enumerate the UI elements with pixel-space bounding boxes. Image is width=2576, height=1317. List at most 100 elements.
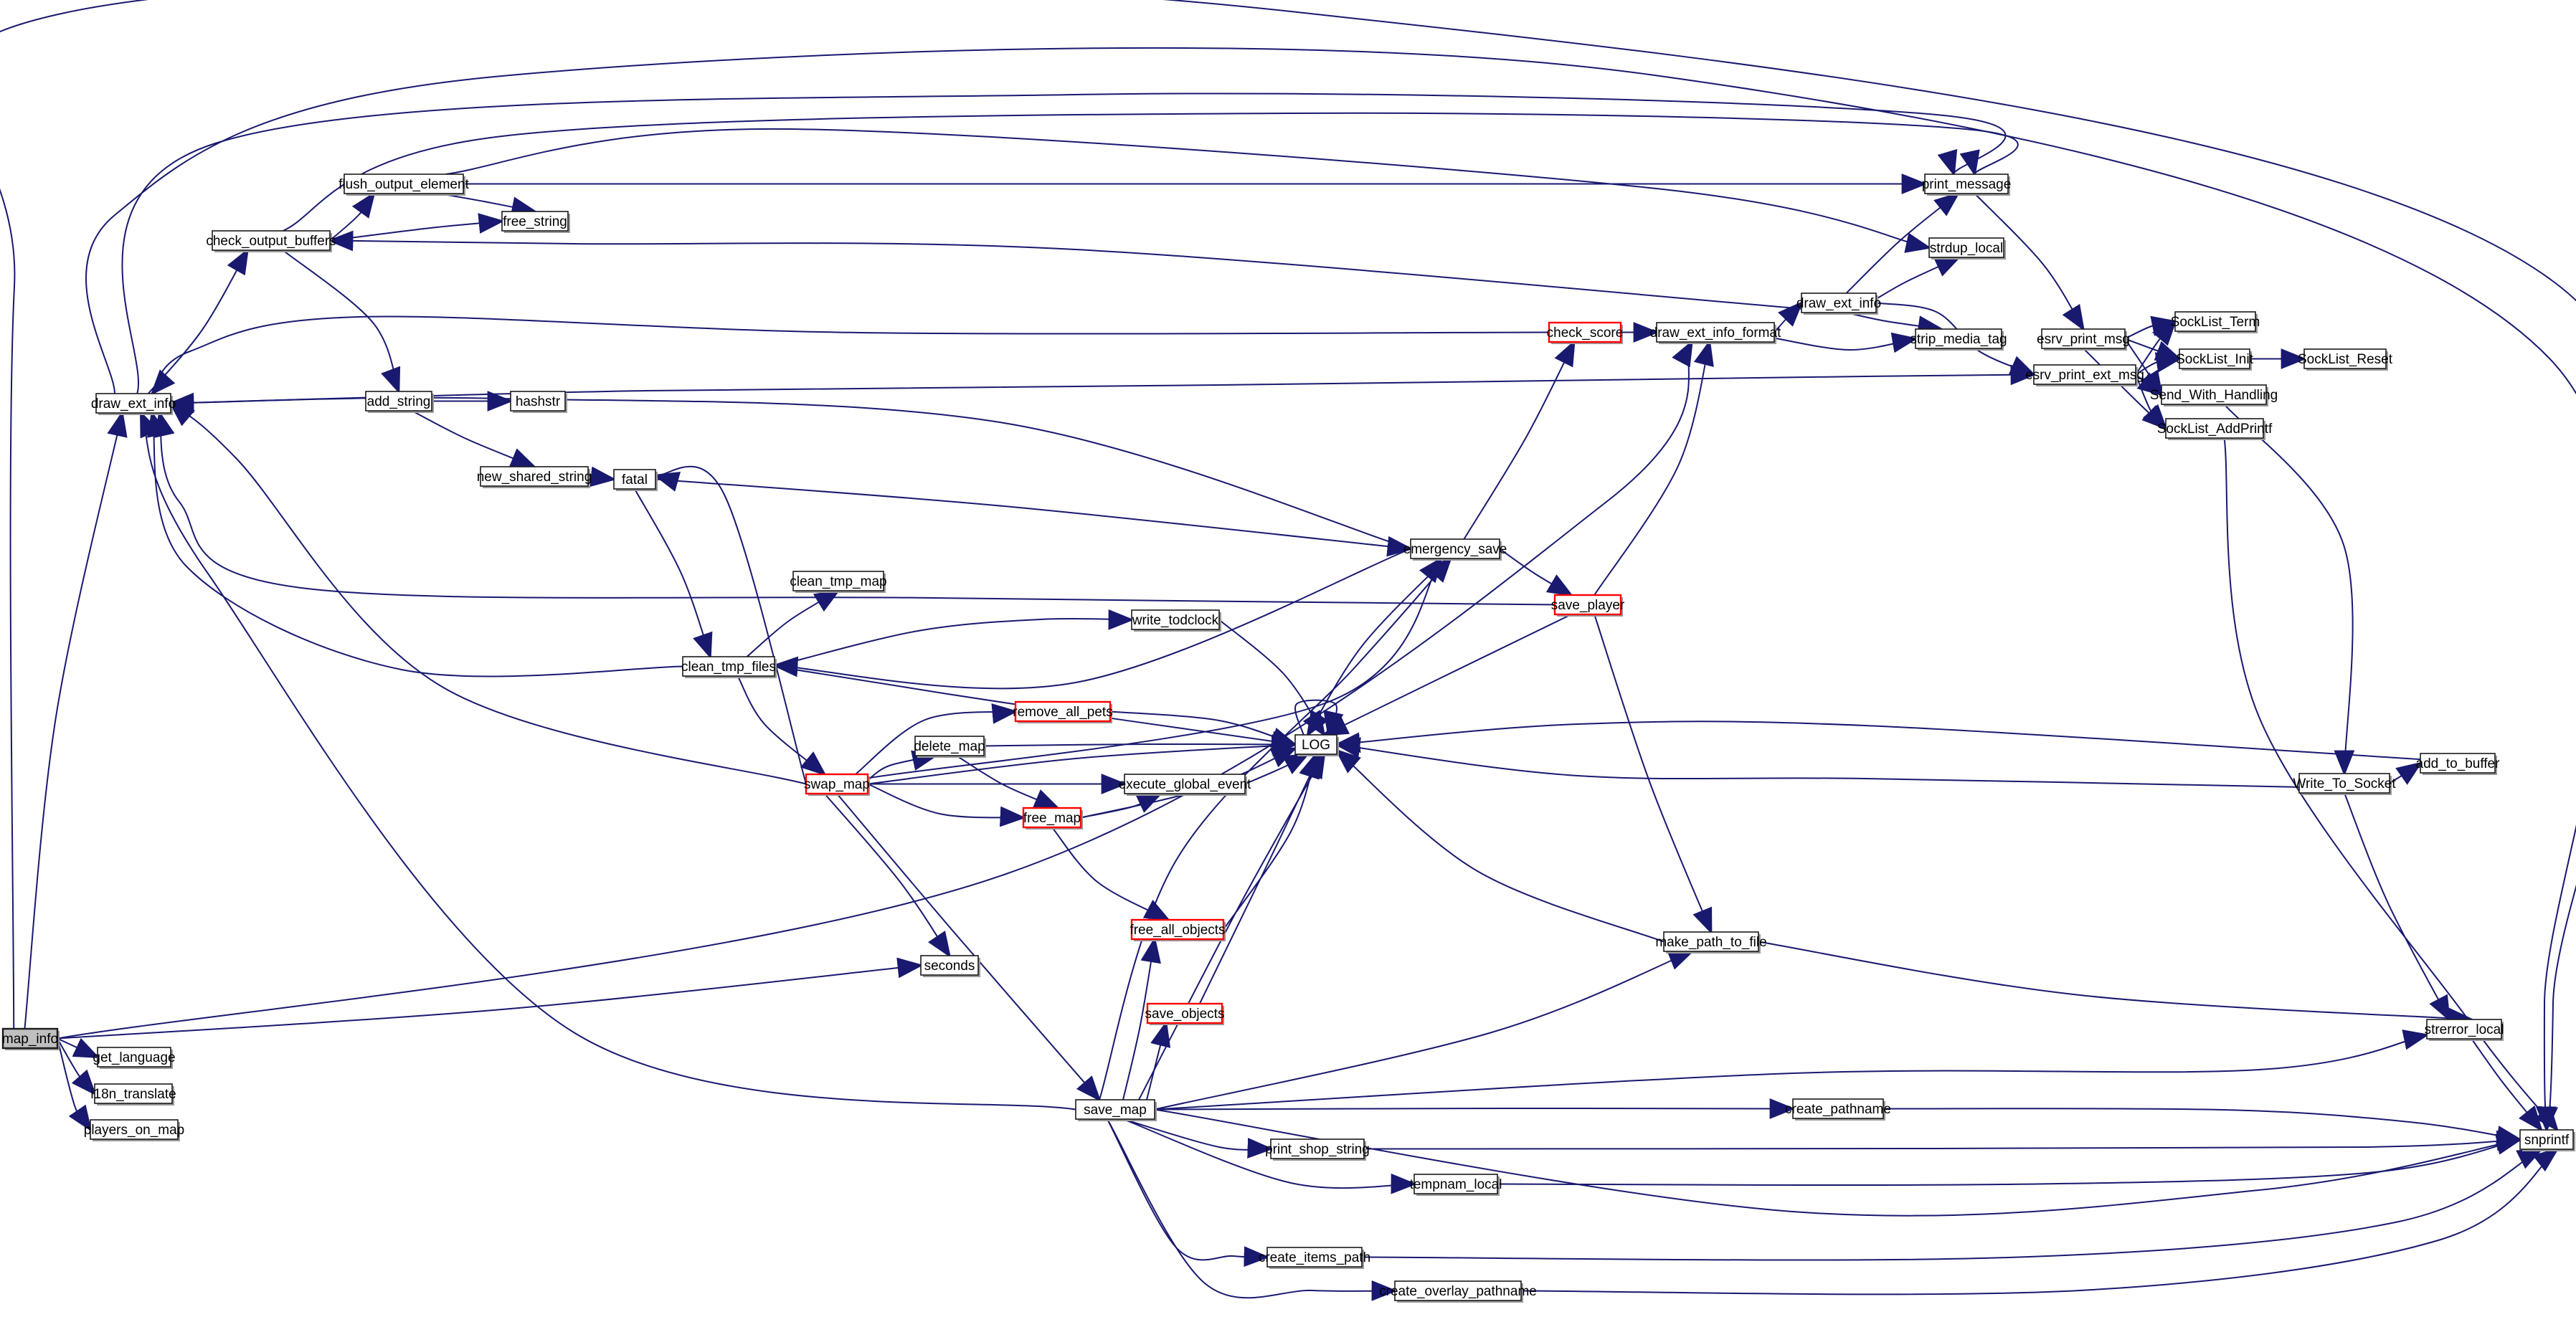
node-box-SockList_Init[interactable]: [2179, 348, 2250, 369]
node-box-draw_ext_info_R[interactable]: [1801, 293, 1877, 313]
node-box-hashstr[interactable]: [510, 391, 566, 412]
node-Send_With_Handling[interactable]: Send_With_Handling: [2150, 384, 2278, 406]
node-esrv_print_ext_msg[interactable]: esrv_print_ext_msg: [2025, 364, 2144, 386]
node-box-check_score[interactable]: [1548, 321, 1622, 343]
node-swap_map[interactable]: swap_map: [804, 773, 870, 796]
node-box-Write_To_Socket[interactable]: [2298, 773, 2390, 794]
node-create_items_path[interactable]: create_items_path: [1259, 1247, 1370, 1269]
node-new_shared_string[interactable]: new_shared_string: [477, 466, 592, 488]
node-box-free_all_objects[interactable]: [1130, 918, 1225, 941]
node-box-save_map[interactable]: [1075, 1099, 1155, 1120]
node-box-esrv_print_ext_msg[interactable]: [2033, 364, 2136, 385]
node-strerror_local[interactable]: strerror_local: [2425, 1019, 2504, 1041]
node-make_path_to_file[interactable]: make_path_to_file: [1655, 931, 1767, 954]
node-strip_media_tag[interactable]: strip_media_tag: [1910, 328, 2007, 351]
node-box-tempnam_local[interactable]: [1414, 1174, 1498, 1194]
node-draw_ext_info_R[interactable]: draw_ext_info: [1796, 293, 1881, 315]
node-fatal[interactable]: fatal: [613, 469, 658, 491]
node-box-remove_all_pets[interactable]: [1014, 700, 1112, 723]
node-box-create_items_path[interactable]: [1266, 1247, 1363, 1268]
node-SockList_AddPrintf[interactable]: SockList_AddPrintf: [2157, 418, 2273, 440]
node-emergency_save[interactable]: emergency_save: [1403, 538, 1507, 561]
node-box-clean_tmp_files[interactable]: [682, 656, 775, 677]
node-LOG[interactable]: LOG: [1294, 734, 1339, 756]
node-box-SockList_AddPrintf[interactable]: [2165, 418, 2264, 439]
node-box-make_path_to_file[interactable]: [1663, 931, 1759, 952]
node-box-flush_output_element[interactable]: [344, 173, 464, 194]
node-write_todclock[interactable]: write_todclock: [1131, 609, 1221, 632]
node-box-get_language[interactable]: [97, 1047, 171, 1068]
node-box-new_shared_string[interactable]: [480, 466, 589, 487]
node-check_output_buffers[interactable]: check_output_buffers: [206, 230, 336, 252]
node-save_map[interactable]: save_map: [1075, 1099, 1157, 1121]
node-box-i18n_translate[interactable]: [94, 1083, 173, 1104]
node-box-write_todclock[interactable]: [1131, 609, 1220, 630]
node-remove_all_pets[interactable]: remove_all_pets: [1013, 700, 1113, 723]
node-tempnam_local[interactable]: tempnam_local: [1410, 1174, 1502, 1196]
node-box-SockList_Term[interactable]: [2174, 311, 2256, 332]
node-box-strip_media_tag[interactable]: [1915, 328, 2002, 349]
node-box-players_on_map[interactable]: [90, 1119, 179, 1140]
node-map_info[interactable]: map_info: [1, 1027, 60, 1050]
node-box-map_info[interactable]: [1, 1027, 59, 1050]
node-get_language[interactable]: get_language: [93, 1047, 176, 1069]
node-box-snprintf[interactable]: [2519, 1129, 2574, 1150]
node-add_to_buffer[interactable]: add_to_buffer: [2416, 753, 2501, 775]
node-box-print_message[interactable]: [1924, 173, 2009, 194]
node-draw_ext_info_L[interactable]: draw_ext_info: [91, 393, 176, 415]
node-strdup_local[interactable]: strdup_local: [1928, 237, 2006, 260]
node-box-strdup_local[interactable]: [1928, 237, 2004, 258]
node-execute_global_event[interactable]: execute_global_event: [1119, 774, 1252, 796]
node-box-free_map[interactable]: [1022, 807, 1082, 829]
node-print_shop_string[interactable]: print_shop_string: [1265, 1138, 1370, 1161]
node-box-strerror_local[interactable]: [2426, 1019, 2502, 1040]
node-players_on_map[interactable]: players_on_map: [84, 1119, 184, 1141]
node-draw_ext_info_format[interactable]: draw_ext_info_format: [1650, 322, 1781, 344]
node-clean_tmp_map[interactable]: clean_tmp_map: [790, 571, 887, 593]
node-box-esrv_print_msg[interactable]: [2041, 328, 2126, 349]
node-free_all_objects[interactable]: free_all_objects: [1130, 918, 1226, 941]
node-snprintf[interactable]: snprintf: [2519, 1129, 2575, 1151]
node-box-seconds[interactable]: [920, 955, 979, 976]
node-free_map[interactable]: free_map: [1022, 807, 1083, 829]
node-check_score[interactable]: check_score: [1547, 321, 1624, 344]
node-box-create_pathname[interactable]: [1792, 1098, 1884, 1119]
node-print_message[interactable]: print_message: [1922, 173, 2012, 196]
node-create_overlay_pathname[interactable]: create_overlay_pathname: [1379, 1280, 1537, 1303]
node-box-save_player[interactable]: [1553, 594, 1622, 616]
node-box-draw_ext_info_format[interactable]: [1656, 322, 1775, 343]
node-create_pathname[interactable]: create_pathname: [1785, 1098, 1891, 1121]
node-SockList_Reset[interactable]: SockList_Reset: [2298, 348, 2393, 371]
node-box-clean_tmp_map[interactable]: [792, 571, 884, 591]
node-hashstr[interactable]: hashstr: [510, 391, 567, 413]
node-free_string[interactable]: free_string: [501, 211, 570, 233]
node-box-swap_map[interactable]: [805, 773, 869, 795]
node-SockList_Init[interactable]: SockList_Init: [2176, 348, 2254, 371]
node-box-emergency_save[interactable]: [1410, 538, 1500, 559]
node-add_string[interactable]: add_string: [365, 391, 434, 413]
node-box-check_output_buffers[interactable]: [212, 230, 331, 251]
node-box-create_overlay_pathname[interactable]: [1394, 1280, 1522, 1301]
node-box-fatal[interactable]: [613, 469, 656, 490]
node-flush_output_element[interactable]: flush_output_element: [338, 173, 470, 196]
node-box-Send_With_Handling[interactable]: [2161, 384, 2267, 405]
node-box-print_shop_string[interactable]: [1270, 1138, 1365, 1159]
node-box-free_string[interactable]: [501, 211, 569, 232]
node-delete_map[interactable]: delete_map: [914, 736, 986, 758]
node-box-execute_global_event[interactable]: [1124, 774, 1246, 794]
node-clean_tmp_files[interactable]: clean_tmp_files: [681, 656, 777, 678]
node-save_objects[interactable]: save_objects: [1145, 1002, 1225, 1025]
node-box-save_objects[interactable]: [1146, 1002, 1223, 1024]
node-box-SockList_Reset[interactable]: [2303, 348, 2387, 369]
node-box-LOG[interactable]: [1294, 734, 1337, 755]
node-i18n_translate[interactable]: i18n_translate: [90, 1083, 176, 1106]
node-box-delete_map[interactable]: [914, 736, 985, 756]
node-box-draw_ext_info_L[interactable]: [95, 393, 171, 414]
node-Write_To_Socket[interactable]: Write_To_Socket: [2293, 773, 2396, 795]
node-save_player[interactable]: save_player: [1551, 594, 1625, 617]
node-SockList_Term[interactable]: SockList_Term: [2171, 311, 2260, 333]
node-box-add_to_buffer[interactable]: [2420, 753, 2496, 774]
node-box-add_string[interactable]: [365, 391, 432, 412]
node-esrv_print_msg[interactable]: esrv_print_msg: [2037, 328, 2130, 351]
node-seconds[interactable]: seconds: [920, 955, 980, 977]
